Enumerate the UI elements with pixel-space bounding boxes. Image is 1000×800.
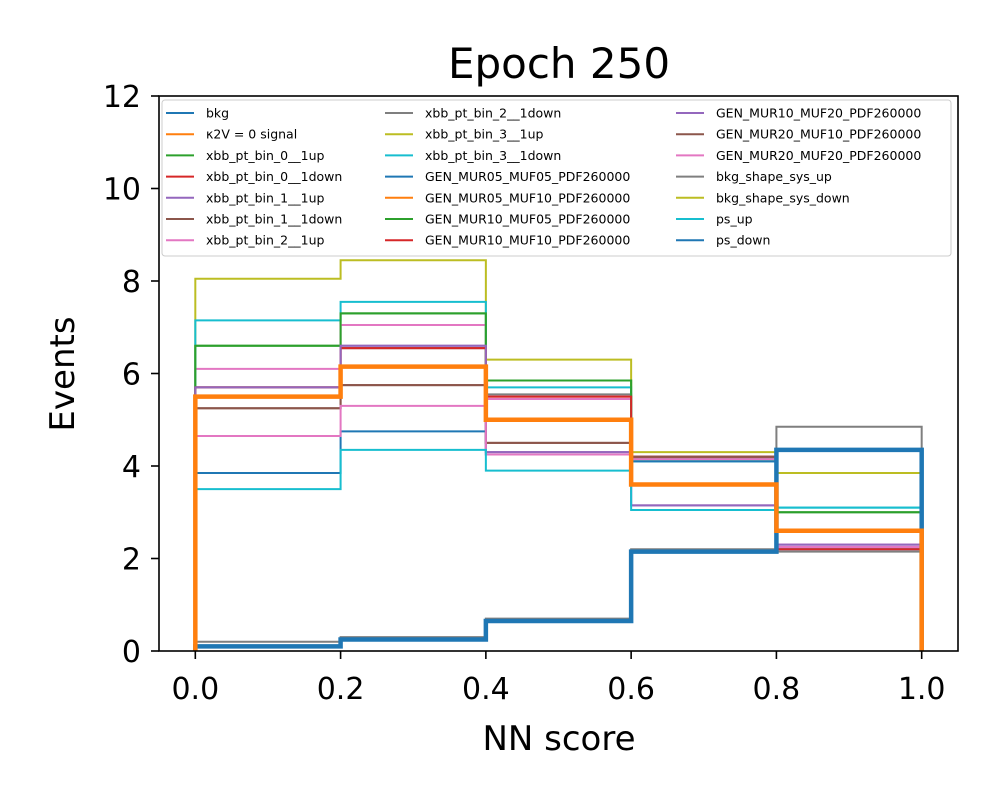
x-tick-label: 0.4 <box>462 672 510 707</box>
legend-frame <box>161 99 952 257</box>
y-tick-label: 2 <box>122 543 141 578</box>
legend-entry-gen-mur20-muf10-pdf260000: GEN_MUR20_MUF10_PDF260000 <box>676 127 921 142</box>
legend-label: ps_up <box>716 212 753 227</box>
series-bkg-shape-sys-up <box>194 425 923 651</box>
legend-label: xbb_pt_bin_2__1up <box>206 233 325 248</box>
series-gen-mur20-muf10-pdf260000 <box>194 384 923 651</box>
legend-entry-xbb-pt-bin-2-1up: xbb_pt_bin_2__1up <box>166 233 325 248</box>
y-tick-label: 8 <box>122 265 141 300</box>
legend-entry-xbb-pt-bin-0-1down: xbb_pt_bin_0__1down <box>166 169 342 184</box>
legend-entry-gen-mur10-muf05-pdf260000: GEN_MUR10_MUF05_PDF260000 <box>385 212 630 227</box>
legend-label: GEN_MUR20_MUF10_PDF260000 <box>716 127 921 142</box>
series-xbb-pt-bin-3-1up <box>194 259 923 651</box>
y-tick-label: 10 <box>103 173 141 208</box>
series-ps-up <box>194 448 923 651</box>
series-xbb-pt-bin-2-1down <box>194 347 923 651</box>
series-gen-mur10-muf20-pdf260000 <box>194 344 923 651</box>
x-tick-label: 0.8 <box>753 672 801 707</box>
series-gen-mur05-muf10-pdf260000 <box>194 365 923 651</box>
y-tick-label: 6 <box>122 358 141 393</box>
legend-entry-gen-mur05-muf05-pdf260000: GEN_MUR05_MUF05_PDF260000 <box>385 169 630 184</box>
series-layer <box>193 259 924 651</box>
y-tick-label: 12 <box>103 80 141 115</box>
legend-entry-bkg: bkg <box>166 106 229 121</box>
legend: bkg κ2V = 0 signal xbb_pt_bin_0__1up xbb_pt… <box>161 99 952 257</box>
legend-entry-gen-mur20-muf20-pdf260000: GEN_MUR20_MUF20_PDF260000 <box>676 148 921 163</box>
ticks-layer: 0.0 0.2 0.4 0.6 0.8 1.0 0 2 4 6 8 10 12 <box>103 80 946 707</box>
legend-entries: bkg κ2V = 0 signal xbb_pt_bin_0__1up xbb_pt… <box>166 106 921 248</box>
legend-entry-xbb-pt-bin-3-1up: xbb_pt_bin_3__1up <box>385 127 544 142</box>
legend-label: xbb_pt_bin_1__1up <box>206 190 325 205</box>
legend-entry-gen-mur10-muf20-pdf260000: GEN_MUR10_MUF20_PDF260000 <box>676 106 921 121</box>
legend-entry-gen-mur05-muf10-pdf260000: GEN_MUR05_MUF10_PDF260000 <box>385 190 630 205</box>
legend-label: xbb_pt_bin_3__1down <box>425 148 561 163</box>
legend-entry-xbb-pt-bin-1-1up: xbb_pt_bin_1__1up <box>166 190 325 205</box>
legend-label: ps_down <box>716 233 770 248</box>
x-tick-label: 0.2 <box>317 672 365 707</box>
legend-label: xbb_pt_bin_3__1up <box>425 127 544 142</box>
x-tick-label: 1.0 <box>898 672 946 707</box>
x-axis-label: NN score <box>482 719 635 759</box>
chart-title: Epoch 250 <box>448 39 670 88</box>
legend-entry-bkg-shape-sys-down: bkg_shape_sys_down <box>676 190 850 205</box>
series-xbb-pt-bin-3-1down <box>194 300 923 651</box>
legend-entry-xbb-pt-bin-1-1down: xbb_pt_bin_1__1down <box>166 212 342 227</box>
series-bkg <box>193 447 924 651</box>
legend-label: GEN_MUR05_MUF05_PDF260000 <box>425 169 630 184</box>
legend-label: xbb_pt_bin_0__1down <box>206 169 342 184</box>
series-xbb-pt-bin-1-1up <box>194 344 923 651</box>
legend-label: bkg_shape_sys_down <box>716 190 850 205</box>
legend-label: xbb_pt_bin_0__1up <box>206 148 325 163</box>
series-gen-mur10-muf05-pdf260000 <box>194 312 923 651</box>
legend-entry-xbb-pt-bin-0-1up: xbb_pt_bin_0__1up <box>166 148 325 163</box>
series-xbb-pt-bin-1-1down <box>194 384 923 651</box>
y-tick-label: 4 <box>122 450 141 485</box>
legend-entry-bkg-shape-sys-up: bkg_shape_sys_up <box>676 169 832 184</box>
legend-label: bkg <box>206 106 229 121</box>
legend-entry-gen-mur10-muf10-pdf260000: GEN_MUR10_MUF10_PDF260000 <box>385 233 630 248</box>
series-bkg-shape-sys-down <box>194 471 923 651</box>
legend-entry-xbb-pt-bin-3-1down: xbb_pt_bin_3__1down <box>385 148 561 163</box>
legend-label: GEN_MUR10_MUF05_PDF260000 <box>425 212 630 227</box>
legend-entry-xbb-pt-bin-2-1down: xbb_pt_bin_2__1down <box>385 106 561 121</box>
x-tick-label: 0.0 <box>171 672 219 707</box>
series-xbb-pt-bin-0-1up <box>194 312 923 651</box>
x-tick-label: 0.6 <box>607 672 655 707</box>
legend-entry-2v-0-signal: κ2V = 0 signal <box>166 127 297 142</box>
legend-label: GEN_MUR10_MUF10_PDF260000 <box>425 233 630 248</box>
legend-label: GEN_MUR10_MUF20_PDF260000 <box>716 106 921 121</box>
series-xbb-pt-bin-2-1up <box>194 323 923 651</box>
legend-entry-ps-down: ps_down <box>676 233 770 248</box>
legend-label: GEN_MUR20_MUF20_PDF260000 <box>716 148 921 163</box>
legend-label: bkg_shape_sys_up <box>716 169 832 184</box>
legend-label: GEN_MUR05_MUF10_PDF260000 <box>425 190 630 205</box>
series-gen-mur20-muf20-pdf260000 <box>194 404 923 651</box>
legend-label: xbb_pt_bin_2__1down <box>425 106 561 121</box>
y-axis-label: Events <box>43 316 83 431</box>
y-tick-label: 0 <box>122 635 141 670</box>
legend-label: κ2V = 0 signal <box>206 127 297 142</box>
legend-entry-ps-up: ps_up <box>676 212 753 227</box>
legend-label: xbb_pt_bin_1__1down <box>206 212 342 227</box>
series-2v-0-signal <box>193 364 924 651</box>
